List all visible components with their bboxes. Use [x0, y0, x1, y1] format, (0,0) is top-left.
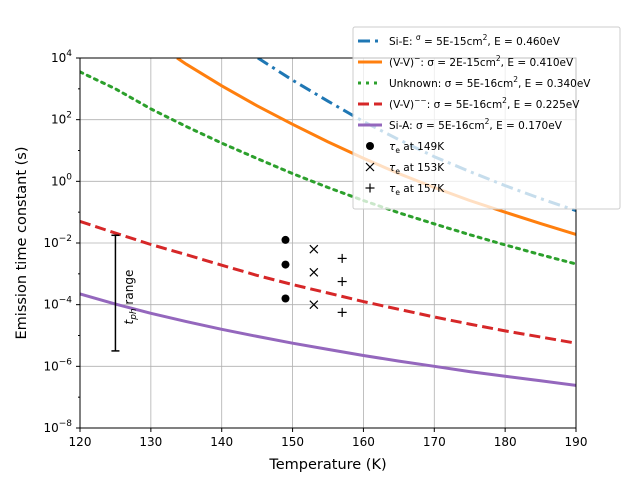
marker-circle — [281, 294, 290, 303]
series-line-5 — [80, 292, 576, 387]
x-tick-label: 180 — [494, 435, 517, 449]
y-tick-label: 10−6 — [43, 357, 72, 373]
x-tick-label: 190 — [565, 435, 588, 449]
x-tick-label: 170 — [423, 435, 446, 449]
legend-label-2: (V-V)−: σ = 2E-15cm2, E = 0.410eV — [389, 54, 574, 69]
legend: Si-E: σ = 5E-15cm2, E = 0.460eV (V-V)−: σ… — [352, 26, 621, 210]
y-tick-label: 100 — [51, 172, 72, 188]
y-axis-label: Emission time constant (s) — [14, 146, 30, 339]
tph-range-annotation: tph range — [111, 234, 139, 352]
x-tick-label: 150 — [281, 435, 304, 449]
y-tick-label: 10−2 — [43, 234, 72, 250]
series-line-3 — [80, 70, 576, 266]
x-tick-label: 130 — [139, 435, 162, 449]
legend-marker-circle — [366, 142, 374, 150]
series-line-4 — [80, 219, 576, 345]
legend-marker-label-3: τe at 157K — [389, 183, 445, 197]
legend-label-1: Si-E: σ = 5E-15cm2, E = 0.460eV — [389, 33, 561, 48]
range-label: tph range — [122, 270, 139, 325]
legend-marker-label-2: τe at 153K — [389, 162, 445, 176]
marker-plus — [337, 307, 347, 317]
x-axis-label: Temperature (K) — [268, 457, 386, 473]
y-tick-label: 104 — [51, 49, 72, 65]
y-tick-label: 102 — [51, 111, 72, 127]
x-tick-label: 140 — [210, 435, 233, 449]
marker-x — [309, 300, 319, 310]
data-markers — [281, 235, 347, 317]
legend-marker-label-1: τe at 149K — [389, 141, 445, 155]
y-axis-ticks: 10−8 10−6 10−4 10−2 100 102 104 — [43, 49, 80, 435]
marker-x — [309, 267, 319, 277]
marker-circle — [281, 260, 290, 269]
legend-label-5: Si-A: σ = 5E-16cm2, E = 0.170eV — [389, 117, 563, 132]
x-tick-label: 120 — [69, 435, 92, 449]
legend-label-3: Unknown: σ = 5E-16cm2, E = 0.340eV — [389, 75, 591, 90]
marker-x — [309, 244, 319, 254]
legend-label-4: (V-V)−−: σ = 5E-16cm2, E = 0.225eV — [389, 96, 580, 111]
x-axis-ticks: 120 130 140 150 160 170 180 190 — [69, 428, 588, 449]
legend-marker-x — [365, 162, 375, 172]
legend-marker-plus — [365, 183, 375, 193]
y-tick-label: 10−4 — [43, 296, 72, 312]
marker-plus — [337, 277, 347, 287]
legend-box — [352, 26, 621, 210]
marker-circle — [281, 235, 290, 244]
x-tick-label: 160 — [352, 435, 375, 449]
marker-plus — [337, 253, 347, 263]
y-tick-label: 10−8 — [43, 419, 72, 435]
